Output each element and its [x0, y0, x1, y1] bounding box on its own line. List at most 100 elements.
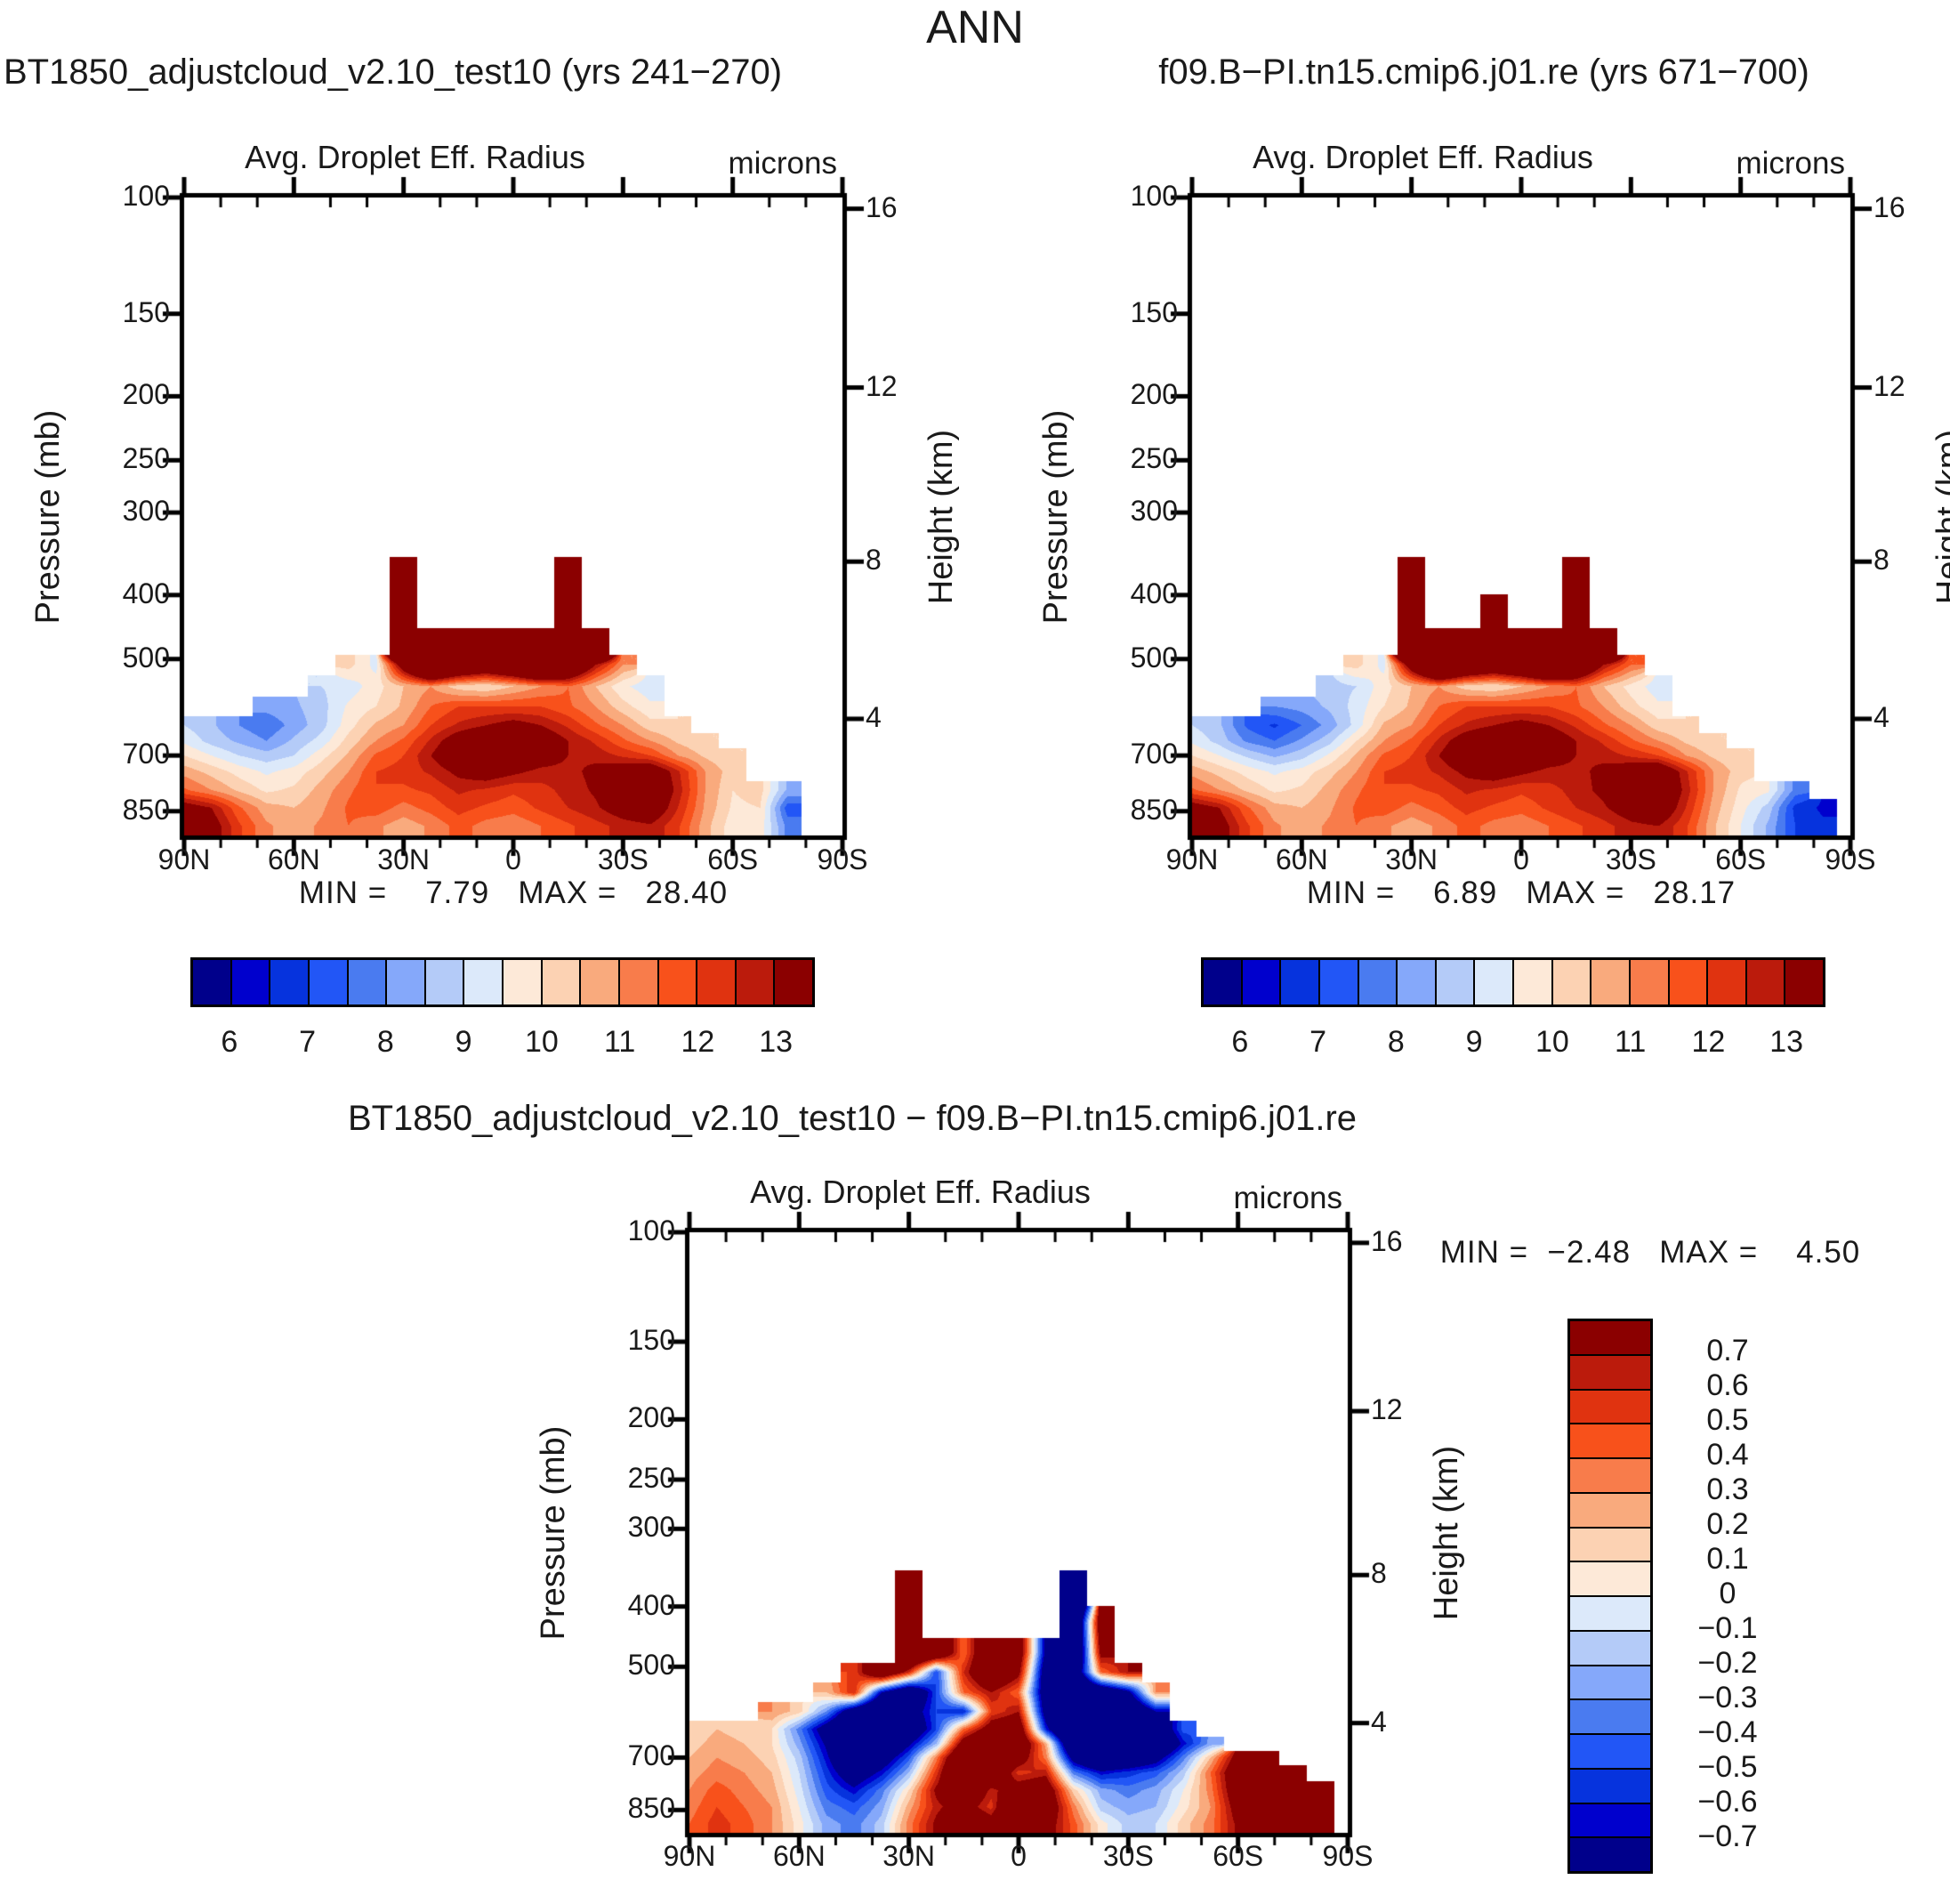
diff-pressure-tick: 300	[627, 1511, 675, 1544]
right-colorbar-segment	[1784, 960, 1823, 1004]
right-colorbar-segment	[1279, 960, 1318, 1004]
left-pressure-tick: 100	[122, 180, 170, 212]
diff-colorbar-segment	[1570, 1457, 1650, 1492]
left-colorbar-label: 10	[524, 1025, 559, 1059]
diff-pressure-tick: 700	[627, 1739, 675, 1772]
right-colorbar-segment	[1317, 960, 1358, 1004]
right-colorbar-label: 6	[1231, 1025, 1249, 1059]
left-height-tick: 8	[866, 544, 882, 577]
diff-colorbar-label: −0.6	[1697, 1785, 1758, 1819]
diff-subtitle: Avg. Droplet Eff. Radius	[750, 1174, 1091, 1210]
right-colorbar-segment	[1551, 960, 1591, 1004]
right-pressure-tick: 700	[1130, 738, 1178, 770]
right-lat-tick: 90S	[1825, 843, 1876, 875]
right-pressure-tick: 200	[1130, 378, 1178, 411]
diff-colorbar-segment	[1570, 1629, 1650, 1665]
left-colorbar-segment	[579, 960, 618, 1004]
diff-colorbar-label: −0.5	[1697, 1750, 1758, 1784]
diff-colorbar-segment	[1570, 1802, 1650, 1837]
right-colorbar-label: 10	[1535, 1025, 1569, 1059]
left-pressure-tick: 700	[122, 738, 170, 770]
diff-height-tick: 4	[1371, 1705, 1387, 1738]
left-pressure-tick: 400	[122, 577, 170, 609]
diff-lat-tick: 90N	[663, 1840, 716, 1872]
diff-pressure-axis-label: Pressure (mb)	[535, 1425, 573, 1640]
right-pressure-tick: 850	[1130, 793, 1178, 826]
left-colorbar-segment	[696, 960, 735, 1004]
diff-height-tick: 8	[1371, 1557, 1387, 1590]
diff-colorbar	[1567, 1319, 1653, 1874]
right-lat-tick: 90N	[1165, 843, 1219, 875]
right-title: f09.B−PI.tn15.cmip6.j01.re (yrs 671−700)	[1158, 52, 1809, 92]
left-lat-tick: 90S	[817, 843, 868, 875]
diff-pressure-tick: 400	[627, 1588, 675, 1621]
diff-pressure-tick: 500	[627, 1649, 675, 1682]
left-subtitle: Avg. Droplet Eff. Radius	[245, 139, 585, 175]
left-colorbar-label: 9	[455, 1025, 472, 1059]
left-colorbar-segment	[269, 960, 308, 1004]
right-colorbar-label: 11	[1614, 1025, 1647, 1059]
right-pressure-tick: 400	[1130, 577, 1178, 609]
diff-colorbar-segment	[1570, 1767, 1650, 1803]
diff-colorbar-segment	[1570, 1664, 1650, 1699]
right-colorbar-segment	[1240, 960, 1280, 1004]
left-height-tick: 16	[866, 190, 898, 223]
left-min-max-stats: MIN = 7.79 MAX = 28.40	[298, 875, 729, 910]
right-colorbar-label: 9	[1465, 1025, 1483, 1059]
diff-lat-tick: 30S	[1102, 1840, 1154, 1872]
left-pressure-tick: 850	[122, 793, 170, 826]
left-lat-tick: 60N	[267, 843, 320, 875]
diff-colorbar-segment	[1570, 1733, 1650, 1768]
right-contour-plot	[1169, 174, 1873, 859]
right-colorbar-segment	[1357, 960, 1397, 1004]
left-pressure-tick: 300	[122, 495, 170, 528]
diff-colorbar-segment	[1570, 1698, 1650, 1733]
diff-pressure-tick: 150	[627, 1324, 675, 1357]
diff-colorbar-label: 0.3	[1706, 1472, 1749, 1506]
right-colorbar-segment	[1590, 960, 1629, 1004]
right-colorbar-segment	[1745, 960, 1785, 1004]
diff-colorbar-segment	[1570, 1353, 1650, 1389]
diff-pressure-tick: 200	[627, 1401, 675, 1434]
left-height-tick: 4	[866, 700, 882, 733]
diff-colorbar-label: 0.5	[1706, 1403, 1749, 1437]
right-pressure-tick: 150	[1130, 295, 1178, 328]
diff-colorbar-label: −0.7	[1697, 1819, 1758, 1853]
left-colorbar-segment	[423, 960, 463, 1004]
diff-contour-plot	[666, 1209, 1371, 1856]
diff-colorbar-label: −0.2	[1697, 1646, 1758, 1680]
left-pressure-tick: 150	[122, 295, 170, 328]
right-colorbar-segment	[1204, 960, 1241, 1004]
right-pressure-tick: 250	[1130, 442, 1178, 475]
left-colorbar-segment	[657, 960, 697, 1004]
right-height-tick: 12	[1873, 369, 1906, 402]
left-colorbar-label: 8	[376, 1025, 394, 1059]
left-pressure-tick: 250	[122, 442, 170, 475]
left-pressure-axis-label: Pressure (mb)	[29, 409, 68, 624]
diff-colorbar-segment	[1570, 1595, 1650, 1630]
left-colorbar	[190, 957, 815, 1007]
diff-colorbar-segment	[1570, 1836, 1650, 1871]
right-colorbar-segment	[1706, 960, 1745, 1004]
left-pressure-tick: 200	[122, 378, 170, 411]
main-title: ANN	[926, 2, 1024, 53]
right-colorbar-label: 12	[1691, 1025, 1726, 1059]
left-colorbar-label: 12	[681, 1025, 715, 1059]
diff-colorbar-segment	[1570, 1388, 1650, 1424]
left-colorbar-segment	[385, 960, 424, 1004]
left-title: BT1850_adjustcloud_v2.10_test10 (yrs 241…	[4, 52, 783, 92]
left-colorbar-segment	[307, 960, 347, 1004]
diff-lat-tick: 60S	[1213, 1840, 1264, 1872]
left-colorbar-segment	[502, 960, 541, 1004]
left-units-label: microns	[728, 146, 837, 181]
left-colorbar-segment	[230, 960, 270, 1004]
right-min-max-stats: MIN = 6.89 MAX = 28.17	[1306, 875, 1736, 910]
left-lat-tick: 30S	[597, 843, 649, 875]
right-colorbar-segment	[1434, 960, 1474, 1004]
right-height-axis-label: Height (km)	[1930, 429, 1950, 604]
right-colorbar	[1201, 957, 1825, 1007]
left-colorbar-label: 6	[221, 1025, 238, 1059]
right-pressure-tick: 100	[1130, 180, 1178, 212]
diff-pressure-tick: 850	[627, 1792, 675, 1825]
left-contour-plot	[161, 174, 866, 859]
